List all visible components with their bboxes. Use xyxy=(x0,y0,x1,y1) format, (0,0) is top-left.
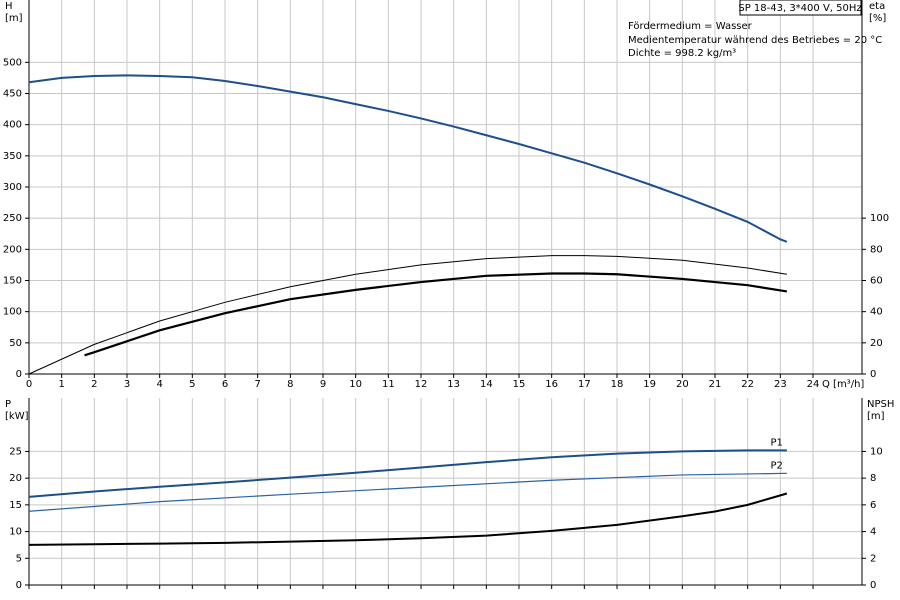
x-tick-label: 11 xyxy=(382,379,395,390)
curve xyxy=(28,449,787,498)
series-label: P2 xyxy=(770,460,782,471)
y2-tick-label: 60 xyxy=(870,276,883,287)
y-tick-label: 500 xyxy=(3,57,22,68)
y2-axis-label: [%] xyxy=(869,13,886,24)
y2-tick-label: 4 xyxy=(870,527,876,538)
y-axis-label: H xyxy=(5,1,13,12)
x-tick-label: 6 xyxy=(222,379,228,390)
y-axis-label: [m] xyxy=(5,13,23,24)
y2-tick-label: 100 xyxy=(870,213,889,224)
y-tick-label: 0 xyxy=(16,369,22,380)
y2-tick-label: 2 xyxy=(870,553,876,564)
x-tick-label: 24 xyxy=(807,379,820,390)
curve xyxy=(28,492,788,546)
y2-axis-label: NPSH xyxy=(867,399,894,410)
y2-axis-label: eta xyxy=(869,1,885,12)
x-tick-label: 3 xyxy=(124,379,130,390)
y-tick-label: 50 xyxy=(9,338,22,349)
y2-tick-label: 10 xyxy=(870,446,883,457)
y-tick-label: 20 xyxy=(9,473,22,484)
x-tick-label: 18 xyxy=(611,379,624,390)
x-tick-label: 4 xyxy=(156,379,162,390)
x-tick-label: 19 xyxy=(643,379,656,390)
y-tick-label: 150 xyxy=(3,276,22,287)
y-tick-label: 350 xyxy=(3,151,22,162)
y-axis-label: P xyxy=(5,399,11,410)
x-tick-label: 23 xyxy=(774,379,787,390)
x-tick-label: 2 xyxy=(91,379,97,390)
x-tick-label: 16 xyxy=(545,379,558,390)
y2-tick-label: 40 xyxy=(870,307,883,318)
curve xyxy=(84,272,788,357)
y2-tick-label: 0 xyxy=(870,580,876,591)
y-tick-label: 200 xyxy=(3,244,22,255)
y2-tick-label: 80 xyxy=(870,244,883,255)
y2-tick-label: 0 xyxy=(870,369,876,380)
y-tick-label: 5 xyxy=(16,553,22,564)
curve xyxy=(28,255,787,375)
x-tick-label: 12 xyxy=(415,379,428,390)
x-tick-label: 22 xyxy=(741,379,754,390)
x-tick-label: 8 xyxy=(287,379,293,390)
x-tick-label: 15 xyxy=(513,379,526,390)
plot-layer: 0 1 2 3 4 5 6 7 8 9 10 11 12 13 14 15 16 17 18 19 20 21 22 23 24… xyxy=(3,0,894,591)
x-tick-label: 21 xyxy=(709,379,722,390)
y-tick-label: 25 xyxy=(9,446,22,457)
y-tick-label: 250 xyxy=(3,213,22,224)
y-tick-label: 15 xyxy=(9,500,22,511)
y-axis-label: [kW] xyxy=(5,411,29,422)
x-axis-label: Q [m³/h] xyxy=(822,379,864,390)
x-tick-label: 5 xyxy=(189,379,195,390)
x-tick-label: 14 xyxy=(480,379,493,390)
y-tick-label: 10 xyxy=(9,527,22,538)
series-label: P1 xyxy=(770,437,782,448)
x-tick-label: 7 xyxy=(254,379,260,390)
y-tick-label: 450 xyxy=(3,89,22,100)
y-tick-label: 0 xyxy=(16,580,22,591)
y-tick-label: 300 xyxy=(3,182,22,193)
x-tick-label: 13 xyxy=(447,379,460,390)
note: Dichte = 998.2 kg/m³ xyxy=(628,48,736,59)
curve xyxy=(28,74,788,243)
x-tick-label: 20 xyxy=(676,379,689,390)
y2-tick-label: 8 xyxy=(870,473,876,484)
x-tick-label: 0 xyxy=(26,379,32,390)
y-tick-label: 100 xyxy=(3,307,22,318)
y2-tick-label: 20 xyxy=(870,338,883,349)
note: Medientemperatur während des Betriebes =… xyxy=(628,35,882,46)
pump-label: SP 18-43, 3*400 V, 50Hz xyxy=(738,3,861,14)
x-tick-label: 9 xyxy=(320,379,326,390)
y-tick-label: 400 xyxy=(3,120,22,131)
curve xyxy=(28,472,787,512)
x-tick-label: 17 xyxy=(578,379,591,390)
x-tick-label: 10 xyxy=(349,379,362,390)
x-tick-label: 1 xyxy=(58,379,64,390)
note: Fördermedium = Wasser xyxy=(628,21,753,32)
pump-box xyxy=(739,0,862,16)
y2-tick-label: 6 xyxy=(870,500,876,511)
y2-axis-label: [m] xyxy=(867,411,885,422)
